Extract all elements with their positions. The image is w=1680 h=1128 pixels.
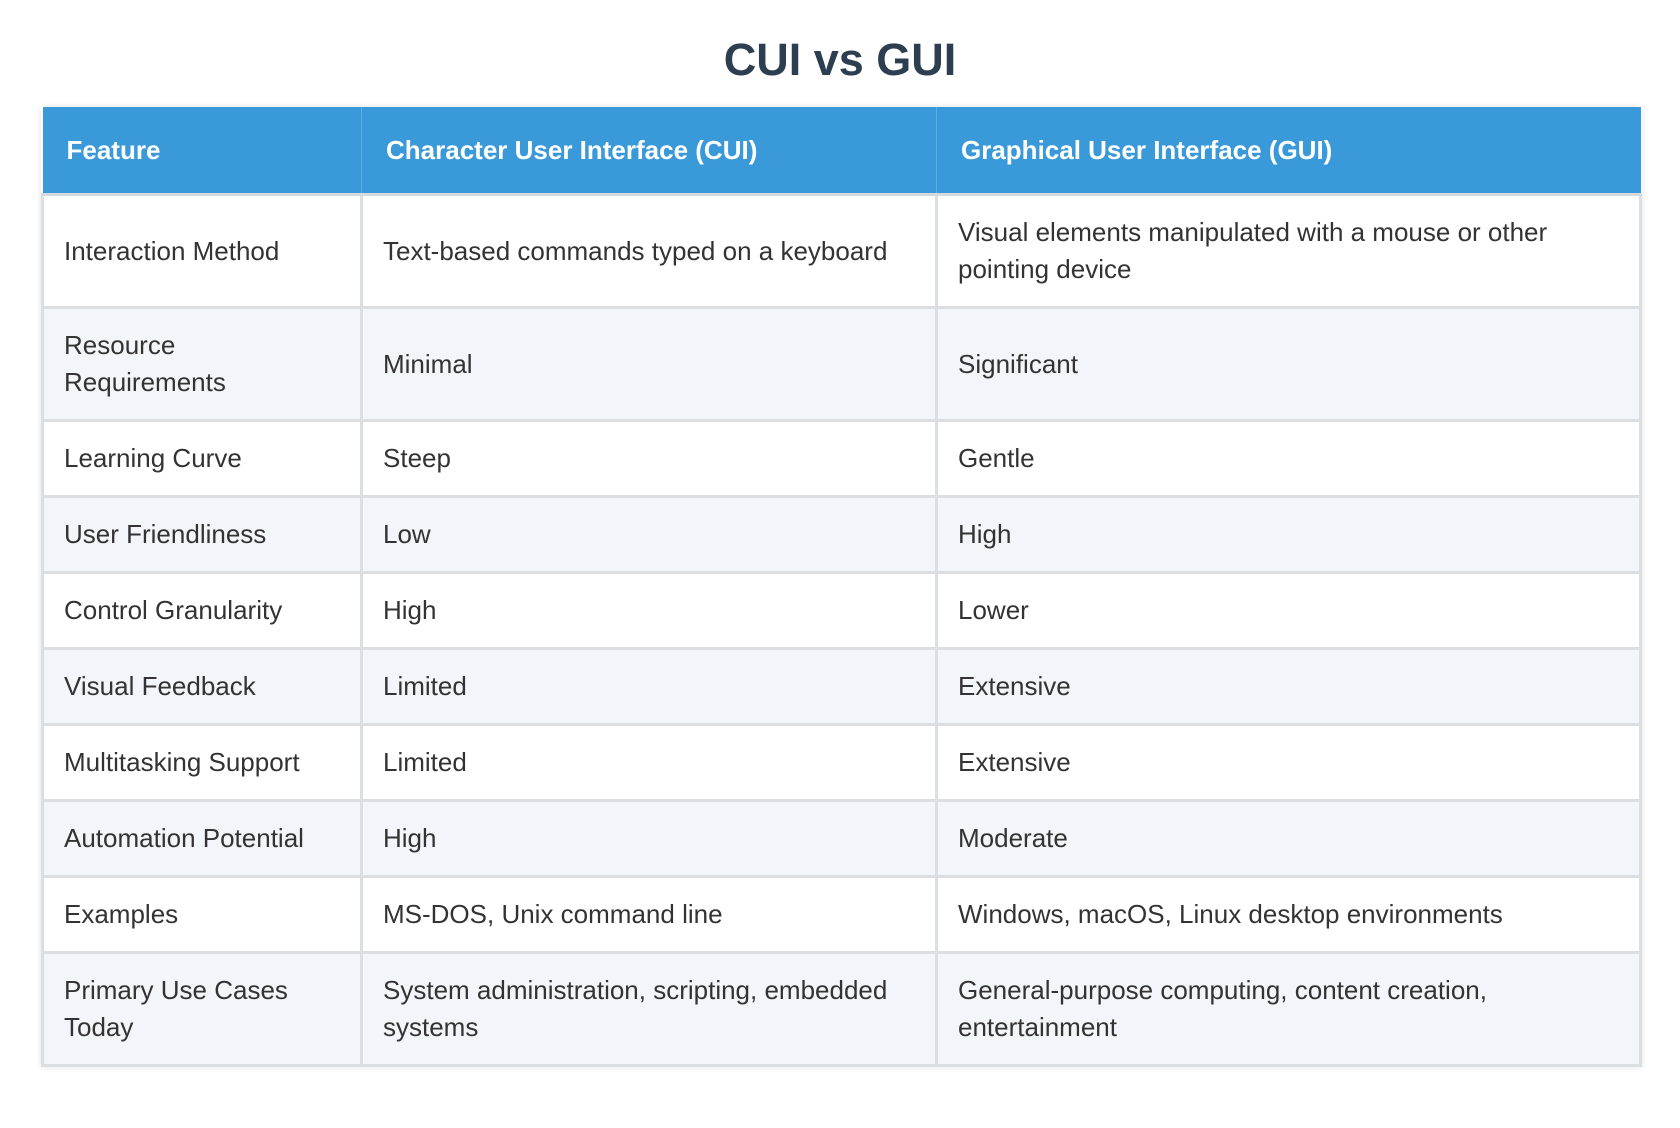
table-row: Resource Requirements Minimal Significan… [41,306,1642,422]
feature-cell: Resource Requirements [41,306,363,422]
feature-cell: Examples [41,875,363,954]
cui-cell: Limited [360,723,938,802]
cui-cell: Steep [360,419,938,498]
feature-cell: Primary Use Cases Today [41,951,363,1067]
cui-cell: Limited [360,647,938,726]
gui-cell: Moderate [935,799,1642,878]
feature-cell: Interaction Method [41,193,363,309]
table-row: Multitasking Support Limited Extensive [41,723,1642,802]
feature-cell: Learning Curve [41,419,363,498]
gui-cell: High [935,495,1642,574]
feature-cell: Multitasking Support [41,723,363,802]
page-title: CUI vs GUI [723,34,957,85]
feature-cell: User Friendliness [41,495,363,574]
feature-cell: Control Granularity [41,571,363,650]
gui-cell: Visual elements manipulated with a mouse… [935,193,1642,309]
gui-cell: Extensive [935,723,1642,802]
gui-cell: Significant [935,306,1642,422]
cui-cell: MS-DOS, Unix command line [360,875,938,954]
gui-cell: Windows, macOS, Linux desktop environmen… [935,875,1642,954]
table-row: Primary Use Cases Today System administr… [41,951,1642,1067]
gui-cell: General-purpose computing, content creat… [935,951,1642,1067]
table-row: User Friendliness Low High [41,495,1642,574]
comparison-table: Feature Character User Interface (CUI) G… [41,107,1642,1067]
table-row: Learning Curve Steep Gentle [41,419,1642,498]
table-row: Control Granularity High Lower [41,571,1642,650]
cui-cell: High [360,799,938,878]
cui-cell: Low [360,495,938,574]
gui-cell: Gentle [935,419,1642,498]
table-row: Interaction Method Text-based commands t… [41,193,1642,309]
header-feature: Feature [42,107,362,196]
cui-cell: High [360,571,938,650]
table-row: Visual Feedback Limited Extensive [41,647,1642,726]
header-gui: Graphical User Interface (GUI) [936,107,1641,196]
cui-cell: Text-based commands typed on a keyboard [360,193,938,309]
feature-cell: Visual Feedback [41,647,363,726]
cui-cell: System administration, scripting, embedd… [360,951,938,1067]
cui-cell: Minimal [360,306,938,422]
header-cui: Character User Interface (CUI) [361,107,937,196]
table-row: Examples MS-DOS, Unix command line Windo… [41,875,1642,954]
gui-cell: Extensive [935,647,1642,726]
gui-cell: Lower [935,571,1642,650]
table-row: Automation Potential High Moderate [41,799,1642,878]
header-row: Feature Character User Interface (CUI) G… [42,107,1641,196]
feature-cell: Automation Potential [41,799,363,878]
